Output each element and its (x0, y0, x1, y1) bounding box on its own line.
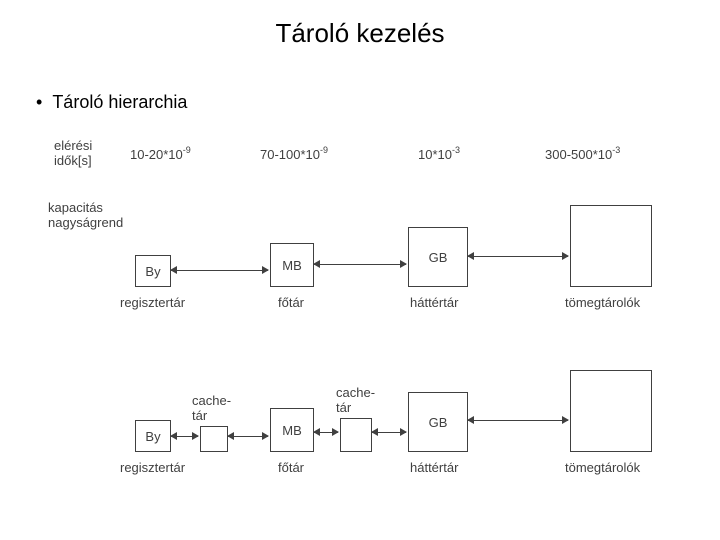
box-mb-2: MB (270, 408, 314, 452)
box-big-1 (570, 205, 652, 287)
label-back-2: háttértár (410, 460, 458, 475)
arrow-2c (314, 432, 338, 433)
label-mass-2: tömegtárolók (565, 460, 640, 475)
label-reg-2: regisztertár (120, 460, 185, 475)
arrow-2e (468, 420, 568, 421)
bullet-item: • Tároló hierarchia (36, 92, 187, 113)
time-3: 10*10-3 (418, 147, 460, 162)
capacity-header: kapacitásnagyságrend (48, 200, 123, 230)
arrow-2a (171, 436, 198, 437)
box-gb-1: GB (408, 227, 468, 287)
box-cache-2 (340, 418, 372, 452)
arrow-2d (372, 432, 406, 433)
label-main-2: főtár (278, 460, 304, 475)
label-back-1: háttértár (410, 295, 458, 310)
access-time-header: elérésiidők[s] (54, 138, 92, 168)
page-title: Tároló kezelés (0, 0, 720, 49)
cache-label-2: cache-tár (336, 385, 375, 415)
bullet-text: Tároló hierarchia (52, 92, 187, 112)
arrow-1c (468, 256, 568, 257)
box-mb-1: MB (270, 243, 314, 287)
box-cache-1 (200, 426, 228, 452)
box-by-2: By (135, 420, 171, 452)
label-main-1: főtár (278, 295, 304, 310)
box-gb-2: GB (408, 392, 468, 452)
arrow-1b (314, 264, 406, 265)
arrow-2b (228, 436, 268, 437)
box-big-2 (570, 370, 652, 452)
label-reg-1: regisztertár (120, 295, 185, 310)
cache-label-1: cache-tár (192, 393, 231, 423)
label-mass-1: tömegtárolók (565, 295, 640, 310)
arrow-1a (171, 270, 268, 271)
box-by-1: By (135, 255, 171, 287)
time-2: 70-100*10-9 (260, 147, 328, 162)
time-4: 300-500*10-3 (545, 147, 620, 162)
time-1: 10-20*10-9 (130, 147, 191, 162)
